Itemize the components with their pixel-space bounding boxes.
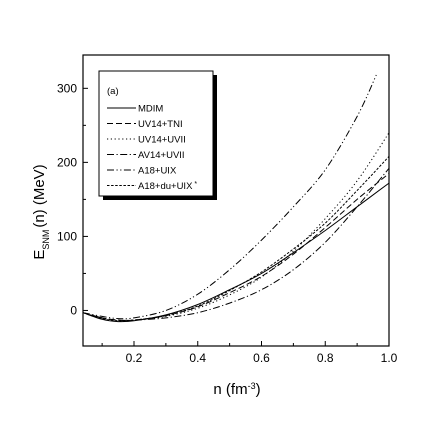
- series-line-a18-uix: [82, 74, 377, 320]
- legend-label: A18+UIX: [138, 166, 177, 177]
- y-tick-label: 200: [57, 155, 77, 169]
- y-axis-title: ESNM (n) (MeV): [31, 164, 51, 259]
- series-line-av14-uvii: [82, 167, 390, 321]
- legend-entries: MDIM UV14+TNI UV14+UVII AV14+UVII A18+UIX A18…: [107, 104, 197, 193]
- legend-label: UV14+UVII: [138, 135, 186, 146]
- legend-label: UV14+TNI: [138, 119, 183, 130]
- x-tick-label: 0.2: [126, 351, 143, 365]
- legend-label: AV14+UVII: [138, 150, 185, 161]
- x-axis-title-sup: -3: [248, 381, 256, 391]
- y-axis-title-rest: (n) (MeV): [31, 164, 48, 227]
- legend: (a) MDIM UV14+TNI UV14+UVII AV14+UVII A18+UI…: [98, 70, 217, 200]
- x-axis-title: n (fm-3): [213, 381, 260, 398]
- x-tick-label: 0.4: [189, 351, 206, 365]
- x-tick-label: 0.8: [317, 351, 334, 365]
- x-axis-title-main: n (fm: [213, 381, 247, 398]
- series-line-mdim: [82, 182, 390, 323]
- legend-label: MDIM: [138, 104, 163, 115]
- series-line-uv14-tni: [82, 173, 390, 322]
- panel-label: (a): [107, 86, 119, 97]
- ticks-layer: 0.2 0.4 0.6 0.8 1.0 0 100 200 300: [57, 81, 398, 365]
- x-tick-label: 1.0: [381, 351, 398, 365]
- legend-label: A18+du+UIX *: [138, 181, 197, 193]
- x-axis-title-close: ): [256, 381, 261, 398]
- plot-border: [82, 54, 390, 347]
- y-tick-label: 300: [57, 81, 77, 95]
- x-tick-label: 0.6: [253, 351, 270, 365]
- legend-box: [98, 70, 214, 197]
- y-tick-label: 0: [70, 303, 77, 317]
- y-tick-label: 100: [57, 229, 77, 243]
- series-line-a18-du-uix: [82, 156, 390, 322]
- plot-frame: [82, 54, 390, 347]
- y-axis-title-sub: SNM: [41, 230, 51, 250]
- legend-label-suffix: *: [194, 181, 197, 188]
- series-layer: [82, 74, 390, 323]
- y-axis-title-main: E: [31, 250, 48, 260]
